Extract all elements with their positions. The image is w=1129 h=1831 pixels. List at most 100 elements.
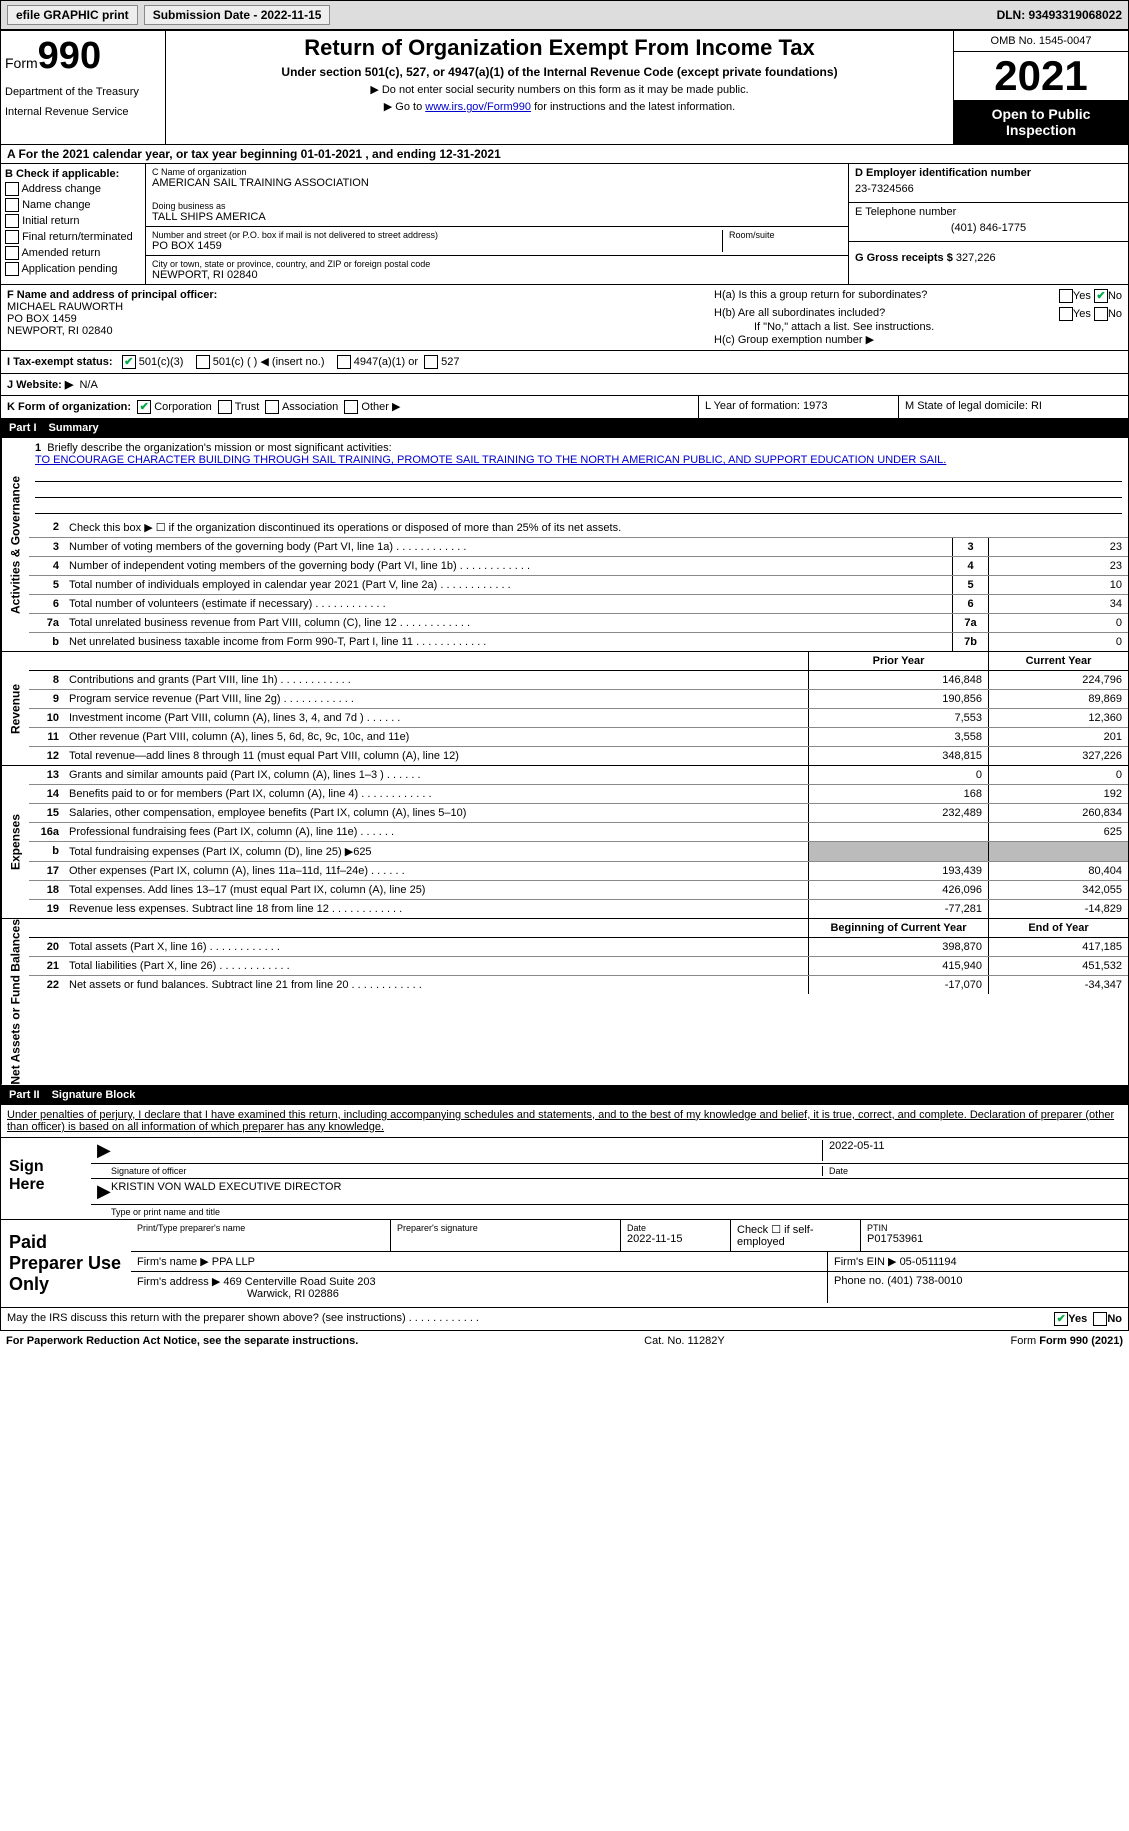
line-6-val: 34 <box>988 595 1128 613</box>
submission-date: Submission Date - 2022-11-15 <box>144 5 331 25</box>
corp-checkbox[interactable]: ✔ <box>137 400 151 414</box>
firm-addr: 469 Centerville Road Suite 203 <box>223 1276 375 1288</box>
expenses-section: Expenses 13Grants and similar amounts pa… <box>0 766 1129 919</box>
line-9-curr: 89,869 <box>988 690 1128 708</box>
line-8-text: Contributions and grants (Part VIII, lin… <box>65 671 808 689</box>
assoc-checkbox[interactable] <box>265 400 279 414</box>
application-pending-label: Application pending <box>21 263 117 275</box>
line-22-text: Net assets or fund balances. Subtract li… <box>65 976 808 994</box>
city-label: City or town, state or province, country… <box>152 259 842 269</box>
line-21-text: Total liabilities (Part X, line 26) <box>65 957 808 975</box>
prep-name-label: Print/Type preparer's name <box>137 1223 384 1233</box>
side-expenses: Expenses <box>1 766 29 918</box>
527-checkbox[interactable] <box>424 355 438 369</box>
row-klm: K Form of organization: ✔ Corporation Tr… <box>0 396 1129 419</box>
final-return-checkbox[interactable] <box>5 230 19 244</box>
phone-value: (401) 846-1775 <box>855 218 1122 238</box>
application-pending-checkbox[interactable] <box>5 262 19 276</box>
501c3-checkbox[interactable]: ✔ <box>122 355 136 369</box>
ein-value: 23-7324566 <box>855 179 1122 199</box>
line-5-box: 5 <box>952 576 988 594</box>
sign-here-block: Sign Here ▶2022-05-11 Signature of offic… <box>0 1138 1129 1220</box>
footer-mid: Cat. No. 11282Y <box>644 1335 725 1347</box>
row-i: I Tax-exempt status: ✔ 501(c)(3) 501(c) … <box>0 351 1129 374</box>
form-org-label: K Form of organization: <box>7 401 131 413</box>
side-net-assets: Net Assets or Fund Balances <box>1 919 29 1085</box>
address-change-label: Address change <box>21 183 101 195</box>
name-change-label: Name change <box>22 199 91 211</box>
ha-yes-checkbox[interactable] <box>1059 289 1073 303</box>
line-19-prior: -77,281 <box>808 900 988 918</box>
sig-name-label: Type or print name and title <box>111 1207 1122 1217</box>
hb-yes-checkbox[interactable] <box>1059 307 1073 321</box>
topbar: efile GRAPHIC print Submission Date - 20… <box>0 0 1129 30</box>
ha-no-checkbox[interactable]: ✔ <box>1094 289 1108 303</box>
line-7b-text: Net unrelated business taxable income fr… <box>65 633 952 651</box>
name-change-checkbox[interactable] <box>5 198 19 212</box>
city-value: NEWPORT, RI 02840 <box>152 269 842 281</box>
line-7a-box: 7a <box>952 614 988 632</box>
prep-self-emp: Check ☐ if self-employed <box>737 1223 854 1248</box>
line-18-curr: 342,055 <box>988 881 1128 899</box>
line-9-text: Program service revenue (Part VIII, line… <box>65 690 808 708</box>
irs-label: Internal Revenue Service <box>5 106 161 118</box>
line-16b-curr <box>988 842 1128 861</box>
line-6-text: Total number of volunteers (estimate if … <box>65 595 952 613</box>
phone-label: E Telephone number <box>855 206 1122 218</box>
paid-preparer-label: Paid Preparer Use Only <box>1 1220 131 1307</box>
line-21-prior: 415,940 <box>808 957 988 975</box>
firm-phone-label: Phone no. <box>834 1275 884 1287</box>
initial-return-checkbox[interactable] <box>5 214 19 228</box>
form-number: 990 <box>38 35 101 77</box>
officer-addr: PO BOX 1459 <box>7 313 702 325</box>
part-1-header: Part I Summary <box>0 419 1129 438</box>
current-year-hdr: Current Year <box>988 652 1128 670</box>
org-name-label: C Name of organization <box>152 167 842 177</box>
discuss-yes-checkbox[interactable]: ✔ <box>1054 1312 1068 1326</box>
sign-here-label: Sign Here <box>1 1138 91 1219</box>
trust-checkbox[interactable] <box>218 400 232 414</box>
line-4-box: 4 <box>952 557 988 575</box>
irs-link[interactable]: www.irs.gov/Form990 <box>425 101 531 113</box>
hb-no-checkbox[interactable] <box>1094 307 1108 321</box>
line-3-val: 23 <box>988 538 1128 556</box>
part-2-title: Signature Block <box>52 1089 136 1101</box>
other-checkbox[interactable] <box>344 400 358 414</box>
footer-left: For Paperwork Reduction Act Notice, see … <box>6 1335 358 1347</box>
mission-text: TO ENCOURAGE CHARACTER BUILDING THROUGH … <box>35 454 1122 466</box>
street-label: Number and street (or P.O. box if mail i… <box>152 230 722 240</box>
sig-officer-label: Signature of officer <box>111 1166 822 1176</box>
amended-return-label: Amended return <box>21 247 100 259</box>
line-19-text: Revenue less expenses. Subtract line 18 … <box>65 900 808 918</box>
line-15-text: Salaries, other compensation, employee b… <box>65 804 808 822</box>
col-b-header: B Check if applicable: <box>5 168 141 180</box>
4947-checkbox[interactable] <box>337 355 351 369</box>
line-11-prior: 3,558 <box>808 728 988 746</box>
line-6-box: 6 <box>952 595 988 613</box>
line-12-text: Total revenue—add lines 8 through 11 (mu… <box>65 747 808 765</box>
line-22-curr: -34,347 <box>988 976 1128 994</box>
gross-value: 327,226 <box>956 252 996 264</box>
line-5-text: Total number of individuals employed in … <box>65 576 952 594</box>
discuss-no-checkbox[interactable] <box>1093 1312 1107 1326</box>
dba-value: TALL SHIPS AMERICA <box>152 211 842 223</box>
line-3-text: Number of voting members of the governin… <box>65 538 952 556</box>
line-22-prior: -17,070 <box>808 976 988 994</box>
goto-post: for instructions and the latest informat… <box>531 101 735 113</box>
amended-return-checkbox[interactable] <box>5 246 19 260</box>
discuss-no: No <box>1107 1313 1122 1325</box>
line-13-prior: 0 <box>808 766 988 784</box>
prior-year-hdr: Prior Year <box>808 652 988 670</box>
mission-label: Briefly describe the organization's miss… <box>47 442 391 454</box>
officer-label: F Name and address of principal officer: <box>7 289 702 301</box>
501c-checkbox[interactable] <box>196 355 210 369</box>
address-change-checkbox[interactable] <box>5 182 19 196</box>
ptin-value: P01753961 <box>867 1233 1122 1245</box>
line-11-text: Other revenue (Part VIII, column (A), li… <box>65 728 808 746</box>
boy-hdr: Beginning of Current Year <box>808 919 988 937</box>
sig-date-label: Date <box>822 1166 1122 1176</box>
line-20-text: Total assets (Part X, line 16) <box>65 938 808 956</box>
line-7b-val: 0 <box>988 633 1128 651</box>
year-formation: L Year of formation: 1973 <box>698 396 898 418</box>
hb-yes: Yes <box>1073 308 1091 320</box>
